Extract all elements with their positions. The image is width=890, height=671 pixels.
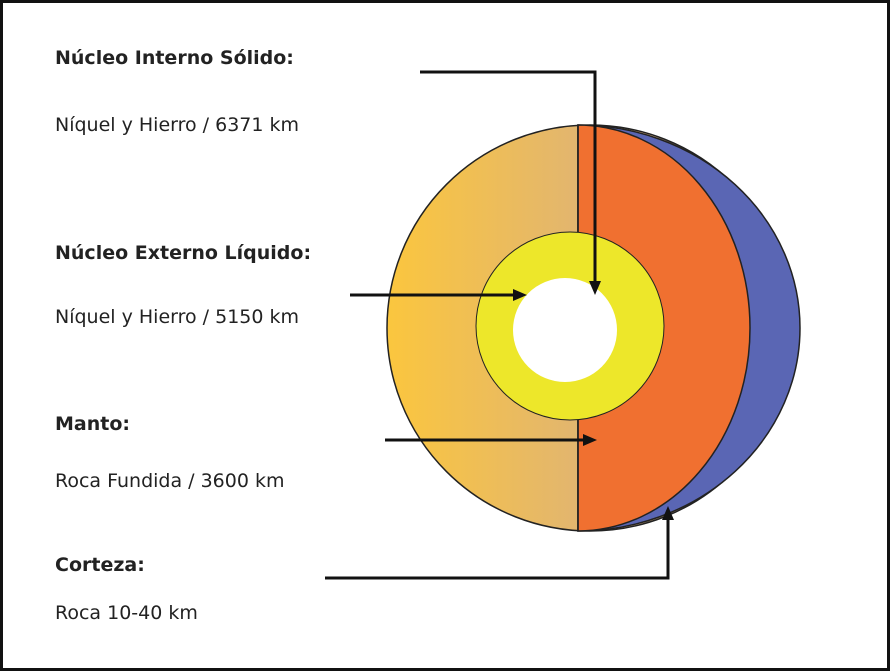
layer-description: Roca 10-40 km bbox=[55, 602, 198, 624]
layer-title: Núcleo Externo Líquido: bbox=[55, 242, 311, 264]
layer-description: Níquel y Hierro / 6371 km bbox=[55, 114, 299, 136]
layer-title: Manto: bbox=[55, 413, 130, 435]
inner-core bbox=[513, 278, 617, 382]
layer-title: Núcleo Interno Sólido: bbox=[55, 47, 294, 69]
diagram-frame: Núcleo Interno Sólido: Níquel y Hierro /… bbox=[0, 0, 890, 671]
layer-title: Corteza: bbox=[55, 554, 145, 576]
layer-description: Roca Fundida / 3600 km bbox=[55, 470, 285, 492]
layer-description: Níquel y Hierro / 5150 km bbox=[55, 306, 299, 328]
